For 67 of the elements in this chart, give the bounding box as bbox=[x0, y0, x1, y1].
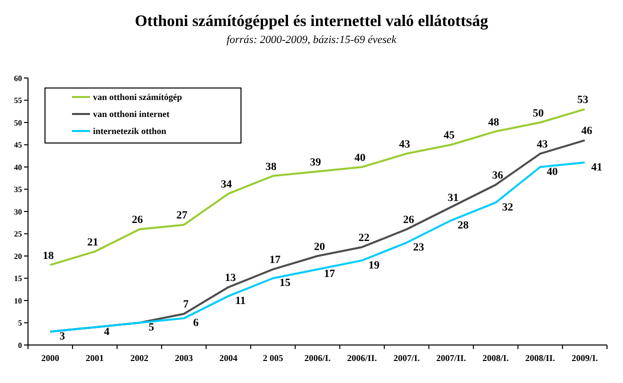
x-tick-label: 2008/II. bbox=[525, 353, 556, 363]
data-label: 17 bbox=[324, 268, 336, 280]
y-tick-label: 15 bbox=[14, 274, 22, 284]
data-label: 17 bbox=[269, 254, 281, 266]
y-tick-label: 50 bbox=[14, 118, 22, 128]
legend-label: van otthoni számítógép bbox=[93, 92, 182, 102]
data-label: 27 bbox=[176, 210, 188, 222]
chart-title: Otthoni számítógéppel és internettel való ellátottság bbox=[134, 13, 488, 30]
data-label: 11 bbox=[235, 294, 246, 307]
data-label: 4 bbox=[104, 326, 110, 338]
data-label: 26 bbox=[403, 214, 415, 226]
x-tick-label: 2002 bbox=[130, 353, 149, 363]
data-label: 41 bbox=[591, 161, 602, 174]
y-tick-label: 55 bbox=[14, 96, 22, 106]
x-tick-label: 2001 bbox=[86, 353, 104, 363]
data-label: 31 bbox=[448, 192, 459, 204]
data-label: 3 bbox=[60, 330, 66, 342]
data-label: 22 bbox=[358, 232, 370, 244]
y-tick-label: 35 bbox=[14, 185, 22, 194]
data-label: 53 bbox=[577, 94, 589, 106]
data-label: 45 bbox=[444, 130, 456, 142]
x-tick-label: 2004 bbox=[219, 353, 238, 363]
legend-label: internetezik otthon bbox=[93, 126, 166, 136]
x-tick-label: 2006/I. bbox=[304, 353, 331, 363]
data-label: 40 bbox=[354, 152, 366, 164]
x-tick-label: 2007/I. bbox=[393, 353, 420, 363]
x-tick-label: 2 005 bbox=[262, 353, 284, 363]
x-tick-label: 2009/I. bbox=[572, 353, 598, 363]
y-tick-label: 45 bbox=[14, 140, 22, 150]
data-label: 20 bbox=[314, 240, 326, 253]
y-tick-label: 25 bbox=[14, 230, 22, 239]
data-label: 13 bbox=[224, 272, 236, 284]
data-label: 23 bbox=[413, 242, 425, 254]
data-label: 46 bbox=[581, 125, 593, 138]
chart-subtitle: forrás: 2000-2009, bázis:15-69 évesek bbox=[226, 34, 398, 46]
data-label: 32 bbox=[502, 201, 514, 214]
legend-label: van otthoni internet bbox=[93, 109, 170, 120]
y-tick-label: 5 bbox=[18, 318, 22, 328]
data-label: 18 bbox=[42, 250, 54, 262]
data-label: 34 bbox=[220, 178, 232, 191]
y-tick-label: 20 bbox=[14, 252, 22, 261]
data-label: 43 bbox=[399, 138, 411, 150]
x-tick-label: 2000 bbox=[41, 353, 60, 363]
data-label: 15 bbox=[279, 277, 291, 290]
data-label: 6 bbox=[193, 317, 200, 330]
x-tick-label: 2008/I. bbox=[482, 353, 509, 363]
x-tick-label: 2007/II. bbox=[436, 353, 466, 363]
y-tick-label: 0 bbox=[18, 340, 22, 350]
data-label: 19 bbox=[368, 259, 380, 272]
data-label: 39 bbox=[310, 156, 322, 168]
y-tick-label: 10 bbox=[14, 296, 22, 306]
data-label: 43 bbox=[536, 138, 548, 150]
data-label: 48 bbox=[488, 116, 500, 128]
data-label: 26 bbox=[132, 214, 144, 226]
y-tick-label: 40 bbox=[14, 162, 22, 172]
data-label: 7 bbox=[183, 298, 190, 311]
x-tick-label: 2003 bbox=[174, 353, 194, 363]
y-tick-label: 30 bbox=[14, 207, 22, 216]
data-label: 38 bbox=[265, 160, 277, 173]
data-label: 28 bbox=[458, 219, 470, 232]
x-tick-label: 2006/II. bbox=[347, 353, 377, 363]
data-label: 21 bbox=[87, 236, 98, 248]
data-label: 50 bbox=[532, 107, 544, 120]
y-tick-label: 60 bbox=[14, 74, 22, 83]
data-label: 5 bbox=[148, 322, 155, 334]
data-label: 40 bbox=[546, 166, 558, 178]
data-label: 36 bbox=[492, 170, 504, 182]
